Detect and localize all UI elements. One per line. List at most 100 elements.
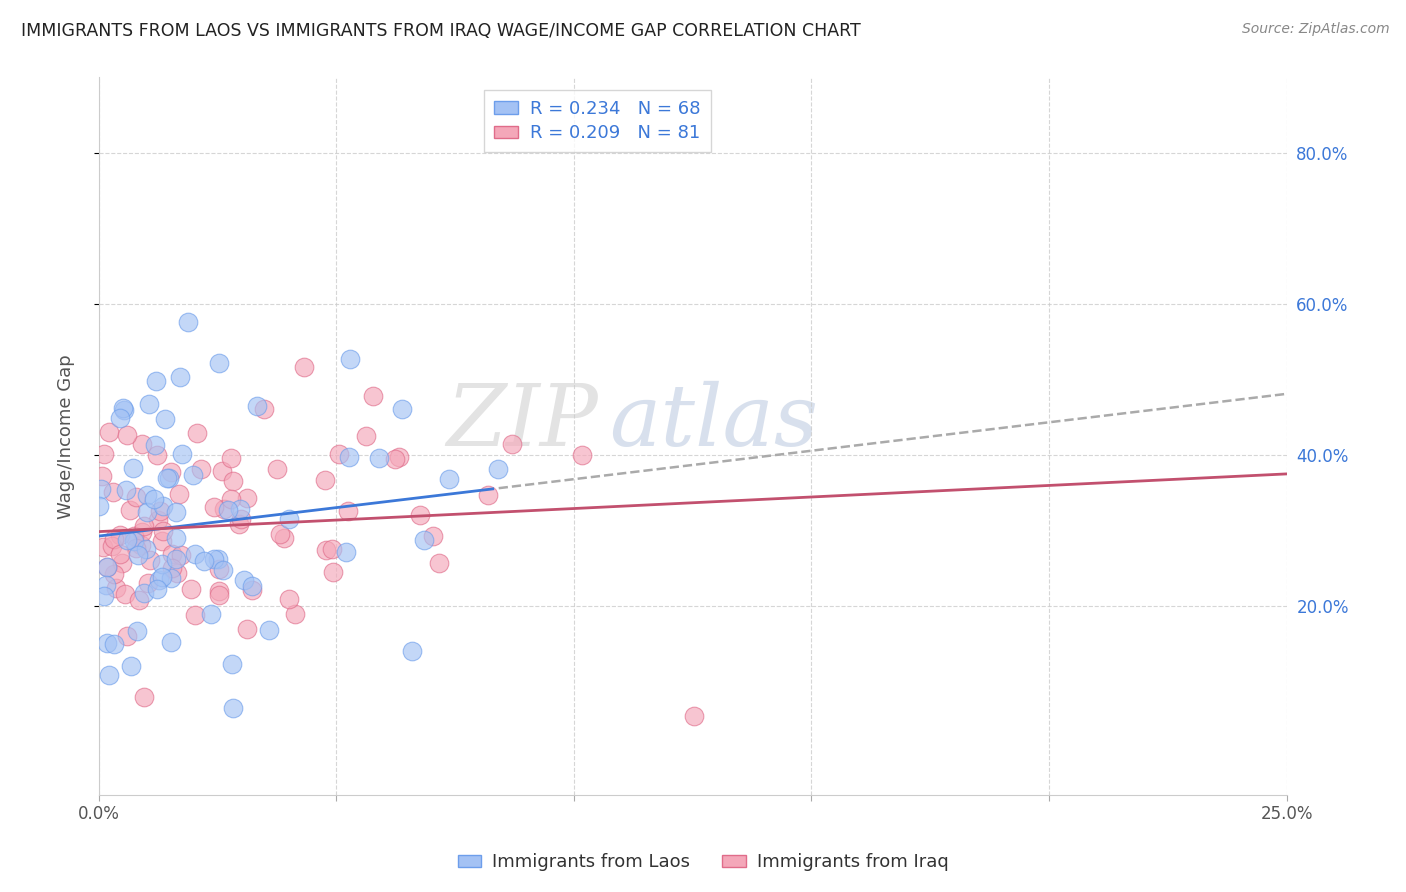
Point	[148, 573, 170, 587]
Point	[253, 402, 276, 417]
Point	[115, 533, 138, 548]
Point	[127, 549, 149, 563]
Point	[112, 403, 135, 417]
Point	[134, 586, 156, 600]
Point	[101, 485, 124, 500]
Text: ZIP: ZIP	[446, 381, 598, 463]
Point	[97, 668, 120, 682]
Point	[221, 657, 243, 672]
Text: atlas: atlas	[610, 381, 818, 463]
Point	[160, 561, 183, 575]
Point	[477, 488, 499, 502]
Point	[103, 567, 125, 582]
Point	[266, 462, 288, 476]
Point	[146, 448, 169, 462]
Point	[240, 579, 263, 593]
Point	[150, 534, 173, 549]
Point	[136, 505, 159, 519]
Point	[96, 636, 118, 650]
Point	[96, 560, 118, 574]
Point	[118, 503, 141, 517]
Point	[91, 469, 114, 483]
Point	[571, 448, 593, 462]
Point	[166, 566, 188, 580]
Point	[108, 547, 131, 561]
Point	[388, 450, 411, 465]
Point	[176, 315, 198, 329]
Point	[222, 701, 245, 715]
Point	[122, 529, 145, 543]
Point	[115, 629, 138, 643]
Point	[145, 375, 167, 389]
Point	[150, 558, 173, 572]
Point	[422, 529, 444, 543]
Point	[114, 587, 136, 601]
Point	[165, 552, 187, 566]
Point	[232, 573, 254, 587]
Point	[228, 517, 250, 532]
Point	[166, 531, 188, 545]
Point	[93, 589, 115, 603]
Point	[269, 527, 291, 541]
Point	[136, 488, 159, 502]
Point	[132, 690, 155, 704]
Point	[183, 547, 205, 561]
Point	[208, 356, 231, 370]
Point	[200, 607, 222, 622]
Point	[150, 570, 173, 584]
Point	[367, 450, 389, 465]
Point	[222, 475, 245, 489]
Point	[148, 513, 170, 527]
Point	[97, 425, 120, 439]
Point	[427, 557, 450, 571]
Point	[125, 490, 148, 504]
Point	[159, 465, 181, 479]
Point	[337, 504, 360, 518]
Point	[87, 499, 110, 513]
Point	[273, 532, 295, 546]
Point	[207, 551, 229, 566]
Point	[170, 447, 193, 461]
Point	[124, 541, 146, 555]
Point	[115, 428, 138, 442]
Y-axis label: Wage/Income Gap: Wage/Income Gap	[58, 354, 75, 518]
Point	[134, 519, 156, 533]
Point	[212, 562, 235, 576]
Point	[94, 578, 117, 592]
Point	[401, 644, 423, 658]
Point	[90, 482, 112, 496]
Point	[314, 473, 336, 487]
Point	[128, 593, 150, 607]
Point	[361, 389, 384, 403]
Text: IMMIGRANTS FROM LAOS VS IMMIGRANTS FROM IRAQ WAGE/INCOME GAP CORRELATION CHART: IMMIGRANTS FROM LAOS VS IMMIGRANTS FROM …	[21, 22, 860, 40]
Point	[683, 708, 706, 723]
Point	[165, 505, 187, 519]
Point	[292, 360, 315, 375]
Point	[356, 429, 378, 443]
Point	[190, 461, 212, 475]
Point	[284, 607, 307, 621]
Point	[236, 491, 259, 505]
Point	[409, 508, 432, 523]
Point	[108, 411, 131, 425]
Point	[211, 464, 233, 478]
Point	[186, 426, 208, 441]
Point	[335, 545, 357, 559]
Point	[153, 412, 176, 426]
Point	[391, 402, 413, 417]
Point	[104, 581, 127, 595]
Point	[236, 623, 259, 637]
Point	[207, 562, 229, 576]
Point	[131, 437, 153, 451]
Point	[315, 543, 337, 558]
Point	[278, 592, 301, 607]
Point	[208, 584, 231, 599]
Point	[229, 512, 252, 526]
Point	[108, 527, 131, 541]
Point	[322, 565, 344, 579]
Text: Source: ZipAtlas.com: Source: ZipAtlas.com	[1241, 22, 1389, 37]
Point	[246, 399, 269, 413]
Point	[181, 468, 204, 483]
Point	[103, 533, 125, 547]
Point	[167, 487, 190, 501]
